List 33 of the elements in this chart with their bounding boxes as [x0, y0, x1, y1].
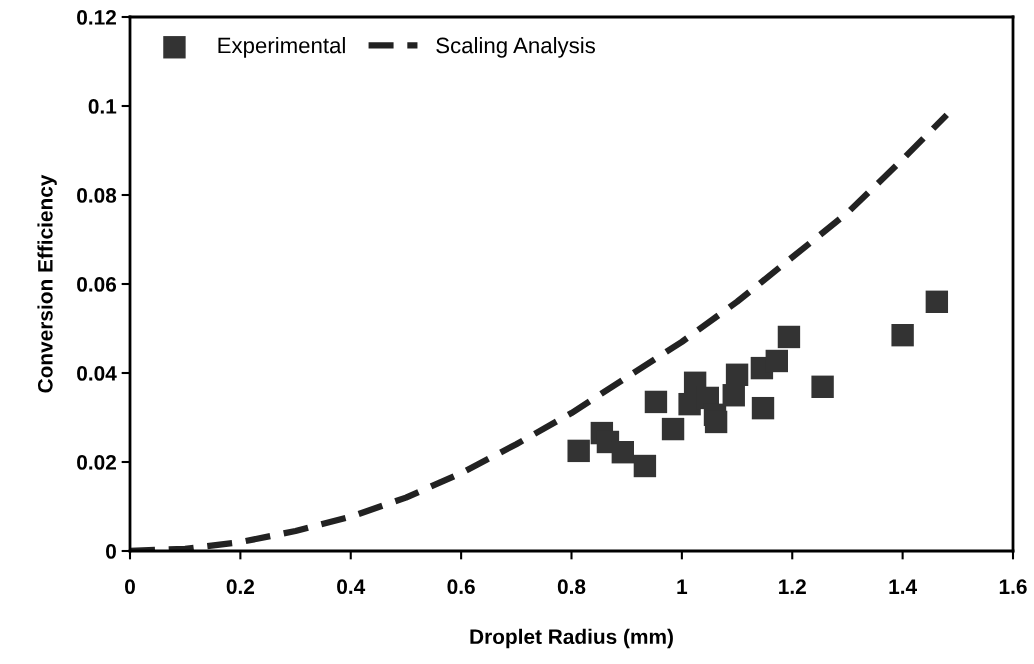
x-tick-label: 1 [677, 579, 688, 594]
y-tick-label: 0.1 [88, 99, 117, 114]
y-tick-label: 0.08 [77, 188, 117, 203]
x-tick-label: 0.8 [557, 579, 586, 595]
x-tick-label: 0.4 [337, 579, 366, 595]
point [611, 441, 635, 464]
point [633, 454, 657, 478]
x-tick-label: 1.6 [999, 579, 1027, 595]
legend-label: Scaling Analysis [436, 37, 596, 58]
point [567, 439, 590, 463]
x-tick-label: 0 [125, 579, 135, 595]
point [725, 363, 749, 386]
point [704, 410, 728, 434]
point [811, 375, 834, 398]
point [765, 349, 788, 373]
legend-label: Experimental [218, 37, 345, 58]
y-axis-title: Conversion Efficiency [37, 174, 57, 393]
y-tick-label: 0.06 [77, 277, 117, 292]
x-tick-label: 0.6 [447, 579, 475, 595]
y-tick-label: 0 [106, 544, 116, 559]
point [751, 396, 775, 420]
x-tick-label: 0.2 [226, 579, 255, 595]
point [661, 417, 685, 441]
point [891, 323, 914, 347]
y-tick-label: 0.04 [77, 366, 117, 381]
y-tick-label: 0.02 [77, 455, 116, 470]
y-tick-label: 0.12 [77, 10, 116, 25]
x-tick-label: 1.4 [889, 579, 917, 594]
point [777, 325, 801, 349]
point [644, 390, 668, 414]
x-axis-title: Droplet Radius (mm) [470, 628, 673, 649]
point [925, 290, 949, 313]
x-tick-label: 1.2 [779, 579, 806, 594]
